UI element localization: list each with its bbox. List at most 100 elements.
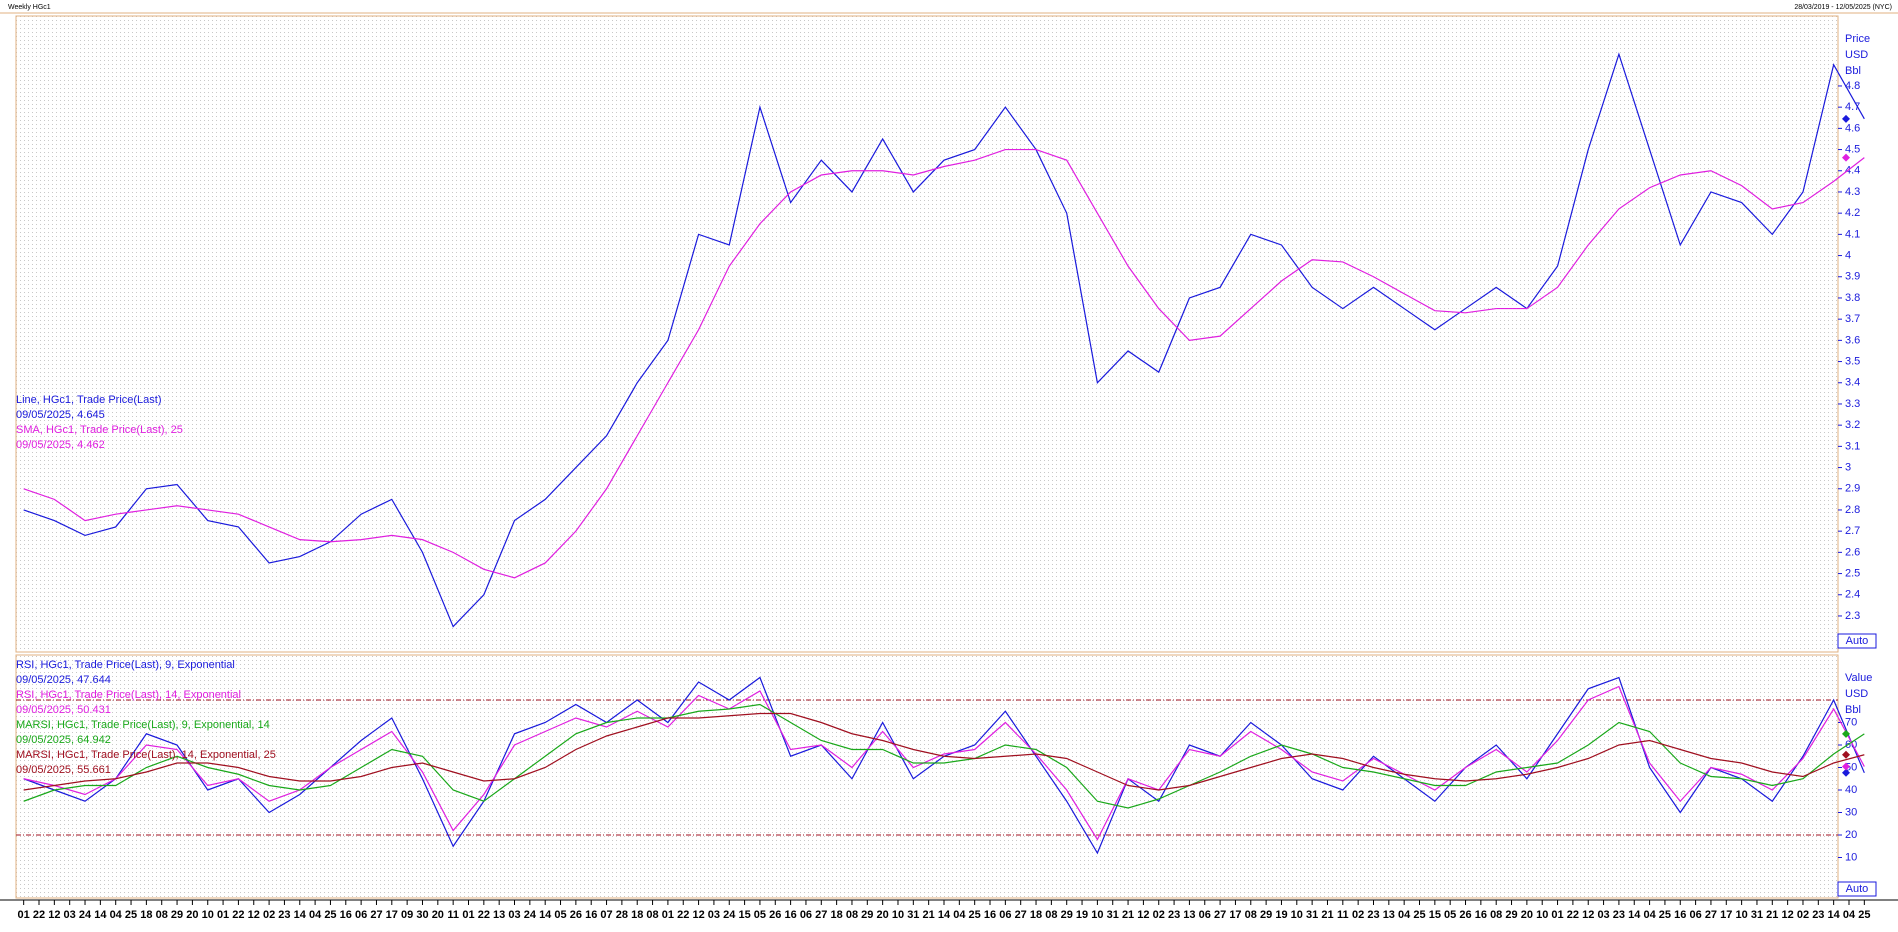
last-value-marker [1842, 729, 1850, 738]
y-tick-label: 3.6 [1845, 334, 1860, 346]
series-line [23, 703, 1865, 809]
x-tick-label: 21 [923, 909, 935, 921]
x-tick-label: 26 [1459, 909, 1471, 921]
x-tick-label: 04 [110, 909, 123, 921]
y-tick-label: 20 [1845, 829, 1857, 841]
x-tick-label: 20 [1521, 909, 1533, 921]
x-tick-label: 26 [769, 909, 781, 921]
x-tick-label: 27 [1705, 909, 1717, 921]
last-value-marker [1842, 750, 1850, 759]
x-tick-label: 10 [202, 909, 214, 921]
x-tick-label: 16 [1674, 909, 1686, 921]
x-tick-label: 12 [248, 909, 260, 921]
x-tick-label: 25 [125, 909, 137, 921]
x-tick-label: 15 [738, 909, 750, 921]
x-tick-label: 12 [48, 909, 60, 921]
x-tick-label: 02 [263, 909, 275, 921]
x-tick-label: 21 [1321, 909, 1333, 921]
x-tick-label: 05 [1444, 909, 1456, 921]
y-tick-label: 2.4 [1845, 589, 1860, 601]
legend-name: SMA, HGc1, Trade Price(Last), 25 [16, 424, 183, 436]
x-tick-label: 19 [1076, 909, 1088, 921]
x-tick-label: 01 [1551, 909, 1563, 921]
x-tick-label: 20 [432, 909, 444, 921]
x-tick-label: 29 [1505, 909, 1517, 921]
y-tick-label: 2.3 [1845, 610, 1860, 622]
auto-button[interactable] [1837, 633, 1877, 649]
x-tick-label: 27 [1214, 909, 1226, 921]
series-line [23, 148, 1865, 579]
y-tick-label: 4.2 [1845, 207, 1860, 219]
x-tick-label: 03 [708, 909, 720, 921]
x-tick-label: 25 [1659, 909, 1671, 921]
x-tick-label: 25 [1858, 909, 1870, 921]
x-tick-label: 04 [1398, 909, 1411, 921]
y-tick-label: 30 [1845, 806, 1857, 818]
x-tick-label: 10 [1291, 909, 1303, 921]
x-tick-label: 11 [447, 909, 459, 921]
x-tick-label: 13 [1183, 909, 1195, 921]
x-tick-label: 01 [18, 909, 30, 921]
x-tick-label: 23 [278, 909, 290, 921]
x-tick-label: 18 [631, 909, 643, 921]
y-tick-label: 2.5 [1845, 567, 1860, 579]
x-tick-label: 02 [1797, 909, 1809, 921]
auto-label[interactable]: Auto [1846, 883, 1869, 895]
x-tick-label: 16 [1475, 909, 1487, 921]
x-tick-label: 18 [831, 909, 843, 921]
x-tick-label: 23 [1812, 909, 1824, 921]
y-tick-label: 50 [1845, 761, 1857, 773]
axis-title: Price [1845, 33, 1870, 45]
x-tick-label: 24 [79, 909, 92, 921]
x-tick-label: 05 [754, 909, 766, 921]
y-tick-label: 4.3 [1845, 186, 1860, 198]
x-tick-label: 22 [232, 909, 244, 921]
x-tick-label: 13 [493, 909, 505, 921]
y-tick-label: 3.9 [1845, 271, 1860, 283]
x-tick-label: 23 [1168, 909, 1180, 921]
x-tick-label: 06 [1199, 909, 1211, 921]
x-tick-label: 03 [508, 909, 520, 921]
y-tick-label: 2.8 [1845, 504, 1860, 516]
x-tick-label: 04 [1843, 909, 1856, 921]
x-tick-label: 21 [1122, 909, 1134, 921]
x-tick-label: 05 [554, 909, 566, 921]
x-tick-label: 25 [1413, 909, 1425, 921]
x-tick-label: 14 [94, 909, 107, 921]
y-tick-label: 4 [1845, 249, 1851, 261]
y-tick-label: 3.7 [1845, 313, 1860, 325]
legend-name: MARSI, HGc1, Trade Price(Last), 9, Expon… [16, 719, 270, 731]
x-tick-label: 17 [1229, 909, 1241, 921]
axis-title: Value [1845, 672, 1872, 684]
x-tick-label: 01 [662, 909, 674, 921]
x-tick-label: 08 [1490, 909, 1502, 921]
x-tick-label: 31 [907, 909, 919, 921]
axis-title: USD [1845, 688, 1868, 700]
y-tick-label: 2.7 [1845, 525, 1860, 537]
y-tick-label: 4.6 [1845, 122, 1860, 134]
auto-label[interactable]: Auto [1846, 635, 1869, 647]
x-tick-label: 06 [999, 909, 1011, 921]
x-tick-label: 27 [370, 909, 382, 921]
x-tick-label: 04 [309, 909, 322, 921]
auto-button[interactable] [1837, 881, 1877, 897]
x-tick-label: 07 [600, 909, 612, 921]
legend-name: MARSI, HGc1, Trade Price(Last), 14, Expo… [16, 749, 276, 761]
x-tick-label: 25 [324, 909, 336, 921]
x-tick-label: 18 [140, 909, 152, 921]
y-tick-label: 3.5 [1845, 355, 1860, 367]
x-tick-label: 15 [1429, 909, 1441, 921]
x-tick-label: 08 [646, 909, 658, 921]
x-tick-label: 01 [462, 909, 474, 921]
x-tick-label: 14 [294, 909, 307, 921]
y-tick-label: 3.4 [1845, 377, 1860, 389]
x-tick-label: 20 [877, 909, 889, 921]
axis-title: USD [1845, 49, 1868, 61]
y-tick-label: 2.6 [1845, 546, 1860, 558]
last-value-marker [1842, 153, 1850, 162]
y-tick-label: 10 [1845, 851, 1857, 863]
x-tick-label: 22 [677, 909, 689, 921]
x-tick-label: 12 [1582, 909, 1594, 921]
x-tick-label: 24 [524, 909, 537, 921]
